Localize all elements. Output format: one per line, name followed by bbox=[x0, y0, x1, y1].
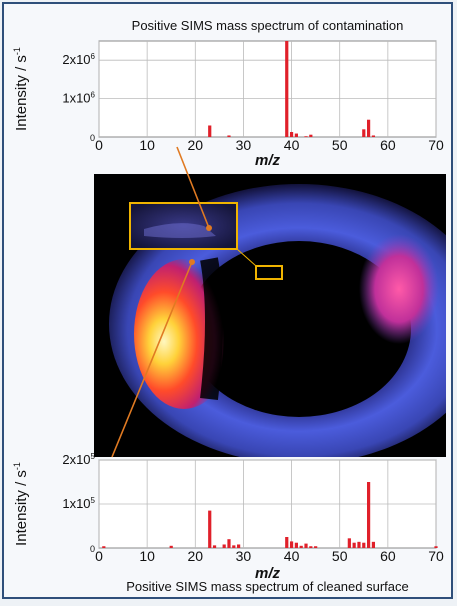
y-tick-label: 1x105 bbox=[62, 496, 95, 511]
spectrum-bar bbox=[237, 544, 241, 548]
x-tick-label: 30 bbox=[236, 137, 252, 153]
x-tick-label: 60 bbox=[380, 548, 396, 564]
spectrum-bar bbox=[362, 129, 366, 137]
spectrum-bar bbox=[169, 545, 173, 548]
inset-link-line bbox=[236, 248, 257, 267]
y-tick-label: 2x105 bbox=[62, 452, 95, 467]
figure-canvas: 0 10 20 30 40 50 60 70 0 1x106 2x106 Positive SIMS … bbox=[12, 18, 446, 594]
ring-hole bbox=[187, 241, 411, 417]
spectrum-bar bbox=[357, 541, 361, 548]
x-axis-label: m/z bbox=[255, 152, 281, 169]
chart-title: Positive SIMS mass spectrum of cleaned s… bbox=[126, 579, 409, 594]
y-axis-label: Intensity / s-1 bbox=[12, 462, 30, 546]
spectrum-bar bbox=[208, 510, 212, 548]
spectrum-bar bbox=[309, 134, 313, 137]
spectrum-bar bbox=[289, 541, 294, 548]
x-tick-label: 40 bbox=[284, 137, 300, 153]
x-tick-label: 20 bbox=[187, 137, 203, 153]
spectrum-bar bbox=[299, 545, 303, 548]
x-tick-label: 30 bbox=[236, 548, 252, 564]
x-tick-label: 20 bbox=[187, 548, 203, 564]
x-tick-label: 70 bbox=[428, 548, 444, 564]
shadow-band bbox=[200, 257, 223, 401]
spectrum-bar bbox=[367, 482, 371, 548]
spectrum-bar bbox=[294, 133, 298, 137]
y-tick-label: 1x106 bbox=[62, 91, 95, 106]
spectrum-bar bbox=[227, 539, 231, 548]
x-tick-label: 50 bbox=[332, 137, 348, 153]
sims-image bbox=[94, 174, 446, 457]
spectrum-bar bbox=[208, 125, 212, 137]
spectrum-bar bbox=[294, 542, 298, 548]
x-tick-label: 10 bbox=[139, 137, 155, 153]
spectrum-bar bbox=[304, 136, 308, 138]
x-tick-label: 60 bbox=[380, 137, 396, 153]
figure-frame: 0 10 20 30 40 50 60 70 0 1x106 2x106 Positive SIMS … bbox=[2, 2, 453, 599]
x-tick-label: 70 bbox=[428, 137, 444, 153]
region-marker bbox=[255, 265, 283, 280]
inset-feature bbox=[144, 223, 216, 238]
spectrum-bar bbox=[227, 135, 231, 137]
plot-area bbox=[98, 40, 437, 138]
spectrum-bar bbox=[371, 541, 376, 548]
spectrum-bar bbox=[222, 544, 226, 548]
spectrum-bar bbox=[314, 546, 318, 548]
chart-title: Positive SIMS mass spectrum of contamina… bbox=[132, 18, 404, 33]
spectrum-bar bbox=[304, 543, 308, 548]
spectrum-bar bbox=[352, 542, 356, 548]
y-tick-label: 0 bbox=[90, 544, 95, 554]
hotspot-right bbox=[359, 234, 439, 344]
spectrum-bar bbox=[232, 545, 236, 548]
x-tick-label: 0 bbox=[95, 137, 103, 153]
y-tick-label: 2x106 bbox=[62, 52, 95, 67]
spectrum-bar bbox=[362, 542, 366, 548]
x-tick-label: 10 bbox=[139, 548, 155, 564]
spectrum-contamination: 0 10 20 30 40 50 60 70 0 1x106 2x106 Positive SIMS … bbox=[12, 18, 444, 169]
spectrum-bar bbox=[367, 119, 371, 137]
connector-bottom bbox=[111, 261, 193, 458]
spectrum-bar bbox=[371, 135, 376, 137]
spectrum-cleaned: 0 10 20 30 40 50 60 70 0 1x105 2x105 Positive SIMS … bbox=[12, 452, 444, 594]
x-tick-label: 40 bbox=[284, 548, 300, 564]
spectrum-bar bbox=[434, 546, 438, 548]
spectrum-bar bbox=[212, 545, 217, 548]
y-axis-label: Intensity / s-1 bbox=[12, 47, 30, 131]
spectrum-bar bbox=[289, 132, 294, 137]
spectrum-bar bbox=[309, 546, 313, 548]
x-axis-label: m/z bbox=[255, 565, 281, 582]
spectrum-bar bbox=[285, 41, 289, 137]
y-tick-label: 0 bbox=[90, 133, 95, 143]
spectrum-bar bbox=[102, 546, 106, 548]
connector-top bbox=[176, 146, 210, 229]
spectrum-bar bbox=[285, 537, 289, 548]
spectrum-bar bbox=[347, 538, 351, 548]
x-tick-label: 50 bbox=[332, 548, 348, 564]
x-tick-label: 0 bbox=[95, 548, 103, 564]
